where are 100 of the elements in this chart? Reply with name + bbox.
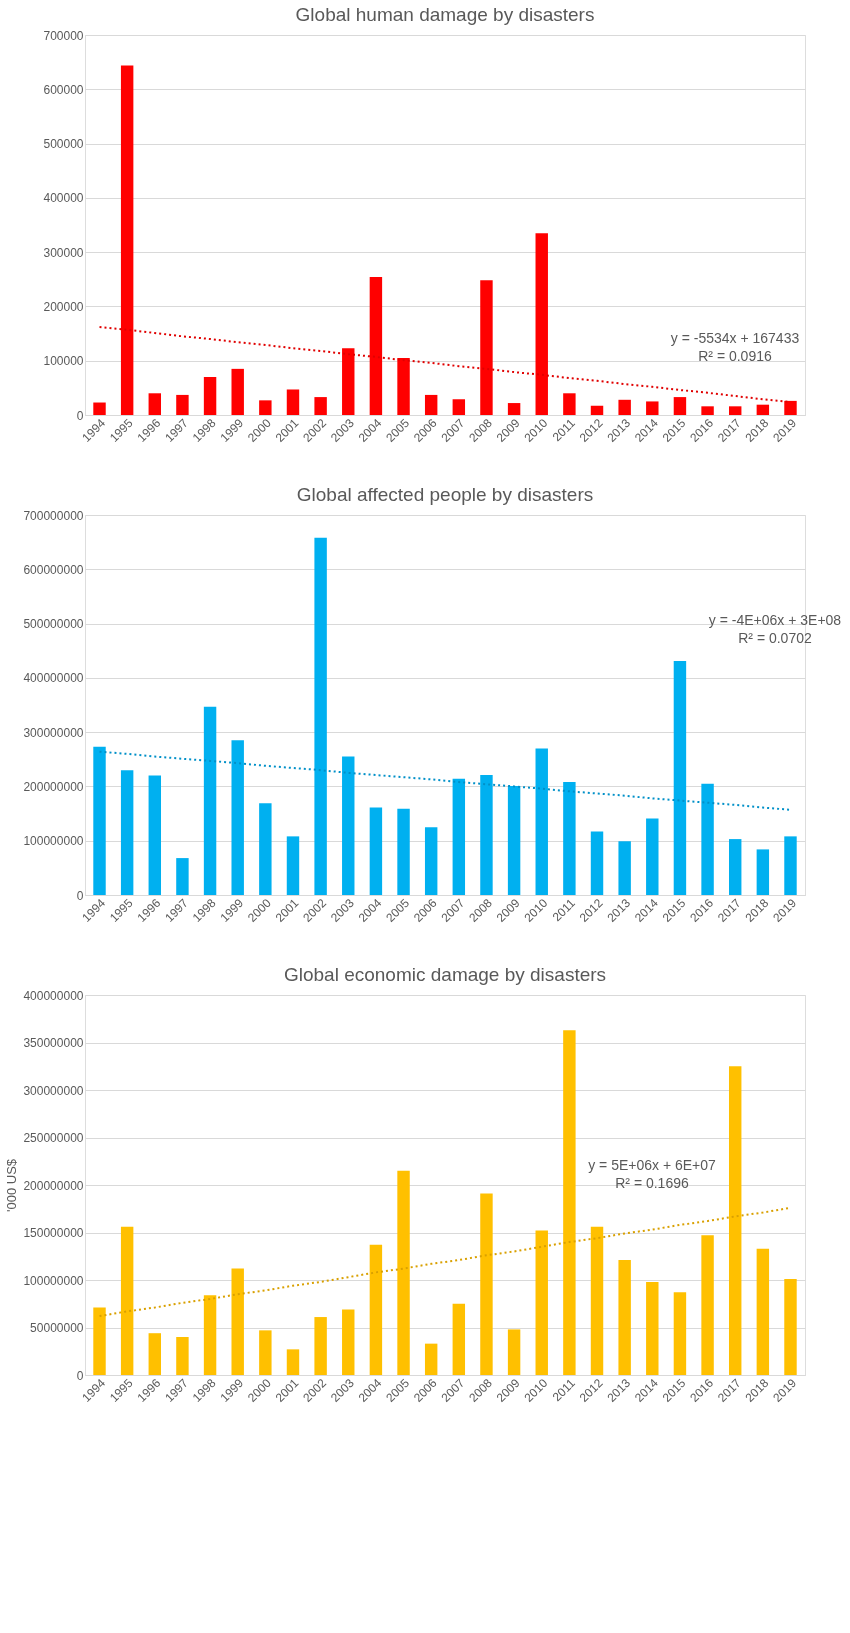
y-tick-label: 200000000	[23, 779, 84, 794]
bar	[231, 740, 244, 895]
y-tick-label: 100000000	[23, 1273, 84, 1288]
bar	[286, 389, 300, 415]
bar	[618, 841, 631, 895]
line-series	[98, 750, 792, 811]
bar	[231, 1268, 244, 1375]
bar	[784, 400, 797, 415]
bar	[369, 807, 383, 895]
bar	[480, 280, 493, 415]
bar	[259, 400, 272, 415]
y-tick-label: 0	[76, 1368, 84, 1383]
annotation: y = -5534x + 167433	[670, 330, 800, 346]
y-axis-title: '000 US$	[4, 1158, 20, 1213]
bar	[701, 406, 714, 415]
y-tick-label: 400000000	[23, 988, 84, 1003]
bar	[120, 770, 134, 895]
bar	[93, 402, 106, 415]
bar	[535, 1230, 548, 1375]
bar	[148, 1333, 162, 1375]
bar	[535, 233, 548, 415]
bar	[756, 849, 770, 895]
y-tick-label: 300000	[43, 245, 84, 260]
bar	[342, 348, 355, 415]
bar	[673, 397, 687, 415]
bar	[314, 537, 327, 895]
bar	[120, 1226, 134, 1375]
bar	[673, 661, 687, 895]
chart-title: Global human damage by disasters	[295, 4, 595, 25]
bar	[203, 706, 217, 895]
bar	[646, 1281, 659, 1375]
bar	[231, 368, 244, 415]
bar	[424, 1343, 438, 1375]
y-tick-label: 50000000	[30, 1321, 84, 1335]
y-tick-label: 600000	[43, 82, 84, 97]
y-tick-label: 350000000	[23, 1036, 84, 1050]
bar	[176, 1337, 189, 1375]
bar	[452, 399, 466, 415]
bar	[176, 394, 189, 415]
bar	[342, 1309, 355, 1375]
y-tick-label: 100000	[43, 354, 84, 369]
bar	[93, 746, 106, 895]
chart-title: Global affected people by disasters	[296, 484, 594, 505]
y-tick-label: 200000	[43, 299, 84, 314]
bar	[480, 1193, 493, 1375]
bar	[590, 831, 604, 895]
bar	[369, 1244, 383, 1375]
bar	[563, 782, 576, 895]
bar	[452, 778, 466, 895]
bar	[756, 404, 770, 415]
bar	[673, 1292, 687, 1375]
bar	[369, 277, 383, 415]
annotation: R² = 0.0916	[698, 348, 772, 364]
chart-title: Global economic damage by disasters	[283, 964, 607, 985]
bar	[452, 1303, 466, 1375]
y-tick-label: 500000000	[23, 617, 84, 632]
bar	[728, 406, 742, 415]
annotation: y = -4E+06x + 3E+08	[708, 612, 842, 629]
y-tick-label: 500000	[43, 137, 84, 152]
bar	[480, 775, 493, 895]
bar	[618, 1260, 631, 1375]
bar	[286, 836, 300, 895]
bar	[397, 358, 410, 415]
bar	[203, 377, 217, 415]
y-tick-label: 600000000	[23, 562, 84, 577]
annotation: R² = 0.0702	[738, 630, 812, 647]
bar	[535, 748, 548, 895]
bar	[342, 756, 355, 895]
bar	[176, 858, 189, 895]
annotation: y = 5E+06x + 6E+07	[588, 1157, 717, 1173]
bar	[784, 1279, 797, 1375]
bar	[424, 827, 438, 895]
bar	[314, 1317, 327, 1375]
y-tick-label: 150000000	[23, 1226, 84, 1240]
bar	[286, 1349, 300, 1375]
bar	[314, 397, 327, 415]
y-tick-label: 250000000	[23, 1131, 84, 1145]
bar	[563, 1030, 576, 1375]
y-tick-label: 400000	[43, 191, 84, 206]
bar	[646, 401, 659, 415]
y-tick-label: 300000000	[23, 1083, 84, 1098]
bar	[259, 1330, 272, 1375]
y-tick-label: 700000	[43, 28, 84, 43]
bar	[784, 836, 797, 895]
bar	[756, 1248, 770, 1375]
bar	[259, 803, 272, 895]
bar	[93, 1307, 106, 1375]
bar	[120, 65, 134, 415]
bar	[728, 839, 742, 895]
bar	[507, 785, 521, 895]
bar	[397, 1170, 410, 1375]
y-tick-label: 200000000	[23, 1178, 84, 1193]
bar	[590, 405, 604, 415]
y-tick-label: 100000000	[23, 834, 84, 849]
y-tick-label: 0	[76, 888, 84, 903]
y-tick-label: 0	[76, 408, 84, 423]
bar	[590, 1226, 604, 1375]
bar	[148, 775, 162, 895]
bar	[618, 399, 631, 415]
y-tick-label: 300000000	[23, 725, 84, 740]
